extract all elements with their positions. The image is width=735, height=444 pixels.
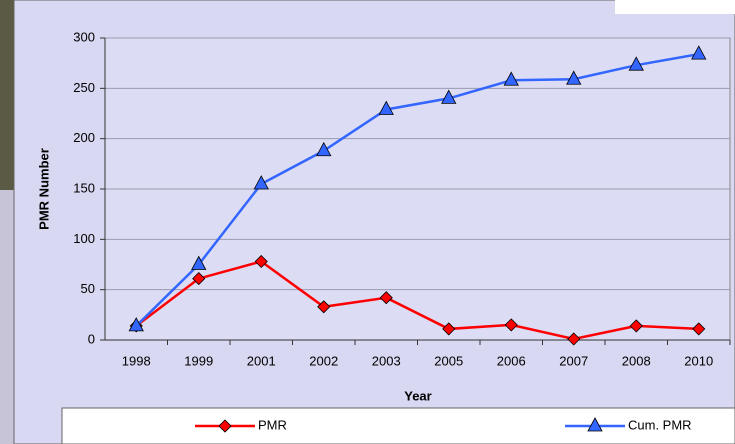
y-tick-label: 100 bbox=[73, 231, 95, 246]
x-tick-label: 2007 bbox=[559, 353, 588, 368]
x-tick-label: 2001 bbox=[247, 353, 276, 368]
x-tick-label: 2003 bbox=[372, 353, 401, 368]
x-tick-label: 1999 bbox=[184, 353, 213, 368]
y-axis-title: PMR Number bbox=[36, 148, 51, 230]
x-tick-label: 2008 bbox=[622, 353, 651, 368]
corner-cover bbox=[615, 0, 735, 14]
x-tick-label: 1998 bbox=[122, 353, 151, 368]
x-tick-label: 2005 bbox=[434, 353, 463, 368]
y-tick-label: 300 bbox=[73, 29, 95, 44]
y-tick-label: 50 bbox=[81, 281, 95, 296]
x-tick-label: 2002 bbox=[309, 353, 338, 368]
x-tick-label: 2010 bbox=[684, 353, 713, 368]
legend-label: PMR bbox=[258, 417, 287, 432]
y-tick-label: 0 bbox=[88, 331, 95, 346]
chart: PMR Number Year 0 50 100 150 200 250 300 1998 19… bbox=[0, 0, 735, 444]
legend-label: Cum. PMR bbox=[628, 417, 692, 432]
y-tick-label: 200 bbox=[73, 130, 95, 145]
side-strip bbox=[0, 190, 14, 444]
y-tick-label: 150 bbox=[73, 180, 95, 195]
y-tick-label: 250 bbox=[73, 80, 95, 95]
x-axis-title: Year bbox=[404, 388, 431, 403]
x-tick-label: 2006 bbox=[497, 353, 526, 368]
